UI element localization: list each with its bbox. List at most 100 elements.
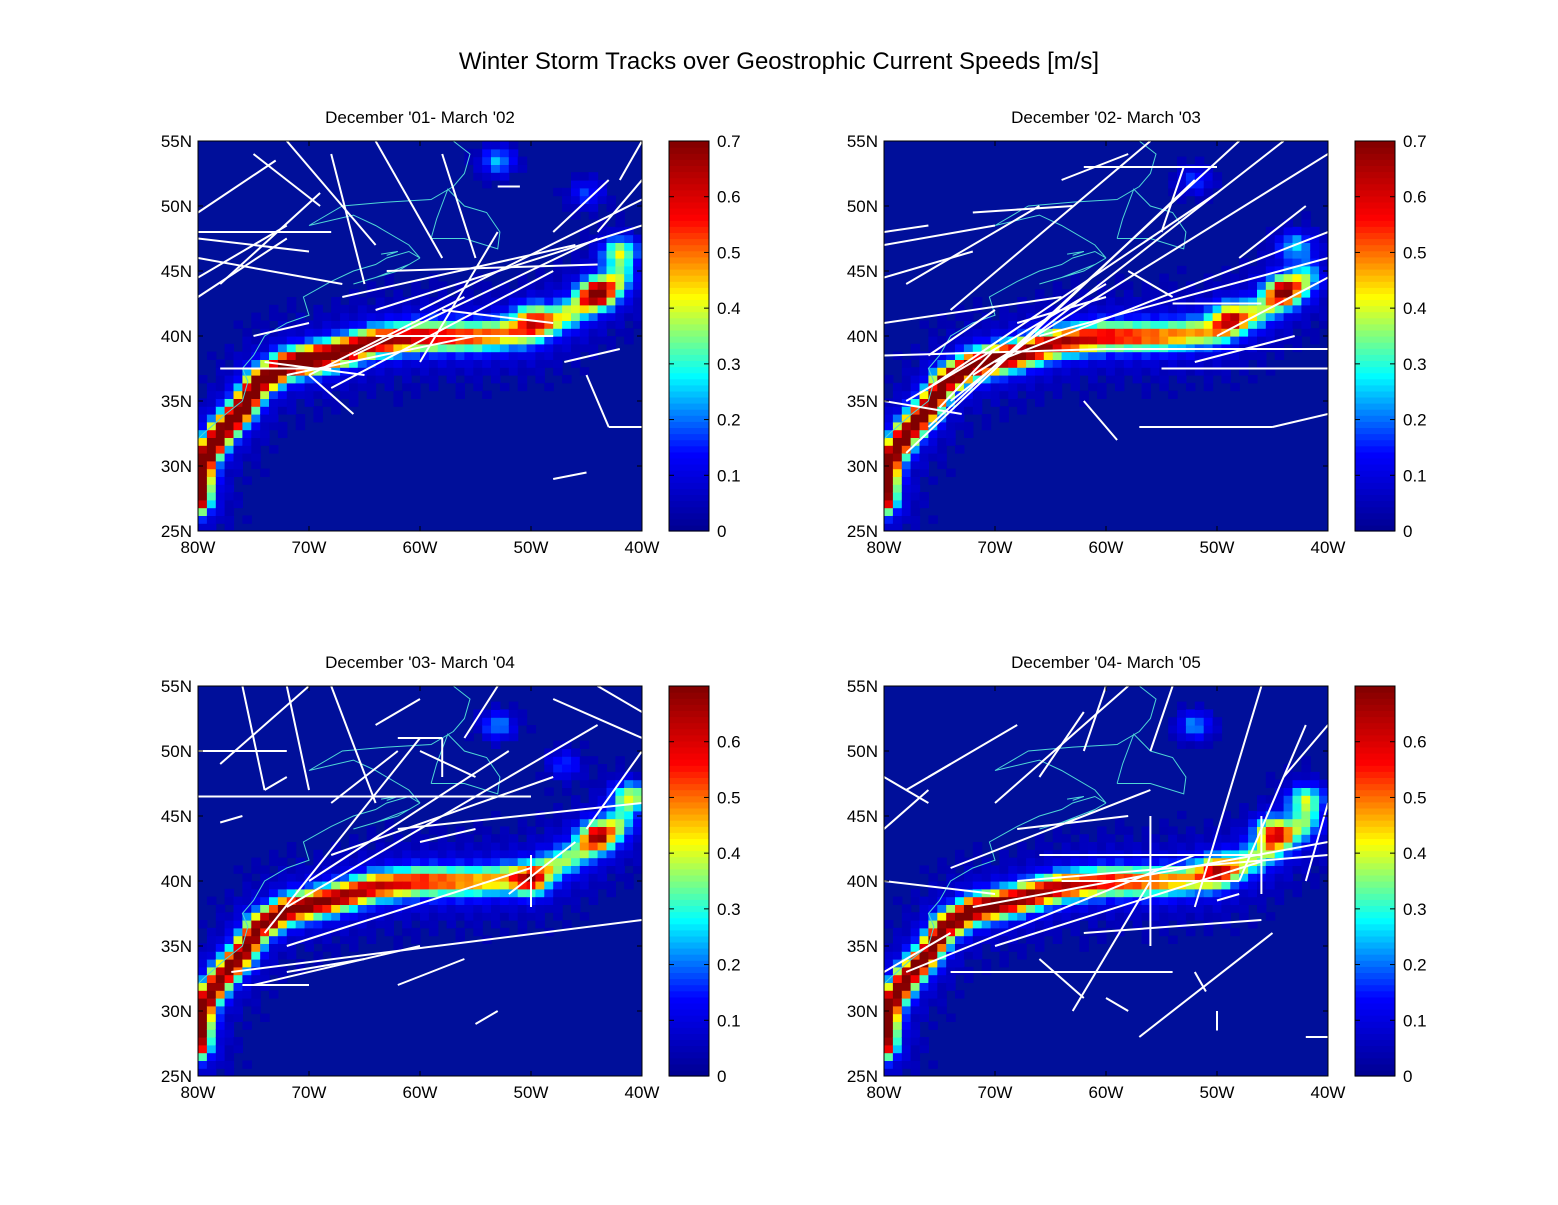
heatmap-cell (286, 904, 297, 913)
heatmap-cell (233, 951, 243, 960)
heatmap-cell (242, 896, 252, 905)
heatmap-cell (331, 320, 341, 329)
heatmap-cell (910, 888, 921, 898)
heatmap-cell (1061, 336, 1072, 345)
heatmap-cell (615, 865, 625, 874)
heatmap-cell (1079, 297, 1089, 306)
heatmap-cell (508, 156, 519, 165)
heatmap-cell (322, 367, 332, 376)
heatmap-cell (642, 819, 652, 827)
heatmap-cell (937, 904, 947, 913)
heatmap-cell (1177, 195, 1187, 204)
heatmap-cell (1177, 888, 1187, 898)
heatmap-cell (1274, 849, 1285, 859)
heatmap-cell (1248, 297, 1258, 306)
panel-title: December '02- March '03 (1011, 108, 1201, 127)
heatmap-cell (340, 382, 350, 392)
heatmap-cell (1319, 289, 1328, 298)
heatmap-cell (1292, 242, 1302, 251)
storm-track (949, 141, 1152, 311)
heatmap-cell (375, 888, 386, 898)
heatmap-cell (304, 320, 315, 329)
colorbar-segment (669, 208, 709, 215)
heatmap-cell (206, 453, 217, 462)
colorbar-segment (1355, 171, 1395, 179)
heatmap-cell (588, 203, 599, 212)
heatmap-cell (215, 927, 226, 937)
heatmap-cell (375, 297, 386, 306)
colorbar-segment (669, 366, 709, 374)
heatmap-cell (269, 414, 279, 423)
heatmap-cell (277, 406, 288, 415)
heatmap-cell (1052, 289, 1063, 298)
heatmap-cell (340, 312, 350, 321)
heatmap-cell (242, 515, 252, 524)
heatmap-cell (1319, 250, 1328, 259)
heatmap-cell (473, 927, 483, 937)
heatmap-cell (579, 343, 590, 353)
heatmap-cell (1132, 328, 1143, 337)
colorbar-segment (669, 159, 709, 166)
heatmap-cell (1026, 849, 1036, 859)
heatmap-cell (384, 375, 394, 384)
colorbar-segment (669, 765, 709, 772)
heatmap-cell (1141, 304, 1151, 314)
heatmap-cell (990, 359, 1001, 368)
x-tick-label: 60W (1089, 1083, 1124, 1102)
colorbar-segment (669, 153, 709, 160)
heatmap-cell (269, 351, 279, 360)
heatmap-cell (553, 289, 563, 298)
heatmap-cell (553, 740, 563, 749)
heatmap-cell (251, 888, 261, 898)
heatmap-cell (553, 187, 563, 197)
coastline (1067, 796, 1084, 801)
heatmap-cell (1035, 382, 1045, 392)
colorbar-segment (669, 868, 709, 876)
heatmap-cell (642, 811, 652, 819)
heatmap-cell (642, 803, 652, 811)
heatmap-cell (473, 375, 483, 384)
heatmap-cell (375, 375, 386, 384)
heatmap-cell (491, 701, 501, 710)
colorbar-segment (669, 421, 709, 428)
heatmap-cell (955, 920, 965, 929)
heatmap-cell (910, 912, 921, 921)
heatmap-cell (473, 382, 483, 392)
heatmap-cell (579, 740, 590, 749)
heatmap-cell (937, 453, 947, 462)
heatmap-cell (331, 927, 341, 937)
heatmap-cell (588, 265, 599, 275)
heatmap-cell (553, 771, 563, 781)
heatmap-cell (553, 265, 563, 275)
heatmap-cell (198, 982, 208, 991)
heatmap-cell (357, 888, 368, 898)
heatmap-cell (233, 927, 243, 937)
heatmap-cell (331, 406, 341, 415)
heatmap-cell (215, 1052, 226, 1061)
colorbar-segment (1355, 795, 1395, 803)
heatmap-cell (1017, 857, 1027, 866)
heatmap-cell (544, 273, 554, 282)
heatmap-cell (242, 982, 252, 991)
colorbar-segment (1355, 244, 1395, 252)
heatmap-cell (1008, 320, 1018, 329)
heatmap-cell (1257, 810, 1267, 820)
heatmap-cell (198, 943, 208, 952)
heatmap-cell (946, 888, 956, 898)
heatmap-cell (606, 810, 616, 820)
colorbar-segment (669, 814, 709, 821)
heatmap-cell (331, 865, 341, 874)
heatmap-cell (1097, 865, 1107, 874)
heatmap-cell (910, 375, 921, 384)
heatmap-cell (260, 920, 270, 929)
heatmap-cell (304, 904, 315, 913)
heatmap-cell (1123, 281, 1134, 290)
heatmap-cell (1177, 304, 1187, 314)
heatmap-cell (1203, 375, 1214, 384)
heatmap-cell (588, 826, 599, 835)
colorbar-tick-label: 0.4 (1403, 844, 1427, 863)
heatmap-cell (393, 943, 403, 952)
heatmap-cell (901, 998, 912, 1007)
heatmap-cell (508, 717, 519, 726)
heatmap-cell (1061, 857, 1072, 866)
